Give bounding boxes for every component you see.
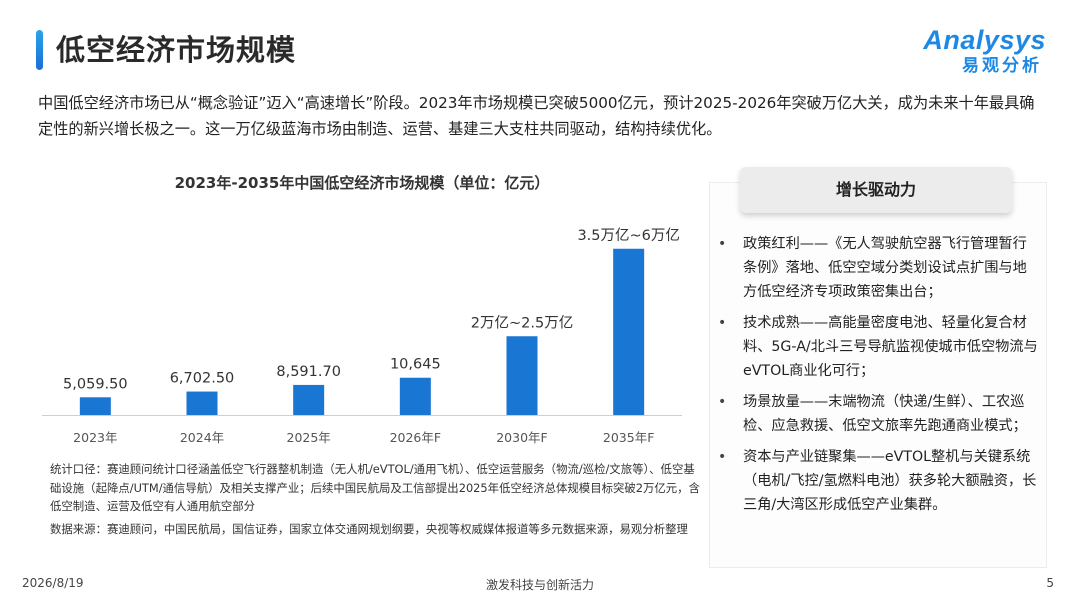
intro-paragraph: 中国低空经济市场已从“概念验证”迈入“高速增长”阶段。2023年市场规模已突破5…	[38, 94, 1035, 138]
bar-4	[506, 336, 538, 415]
x-tick-label-2: 2025年	[287, 430, 331, 445]
page-title: 低空经济市场规模	[56, 33, 297, 67]
methodology-note: 统计口径：赛迪顾问统计口径涵盖低空飞行器整机制造（无人机/eVTOL/通用飞机）…	[50, 462, 700, 513]
bar-3	[399, 377, 431, 415]
source-note: 数据来源：赛迪顾问，中国民航局，国信证券，国家立体交通网规划纲要，央视等权威媒体…	[50, 521, 688, 536]
data-label-3: 10,645	[390, 357, 441, 373]
footer-date: 2026/8/19	[22, 576, 84, 590]
drivers-panel	[709, 182, 1047, 568]
bar-5	[613, 248, 645, 415]
bullet-glyph: •	[718, 394, 727, 410]
footer-slogan: 激发科技与创新活力	[485, 578, 594, 592]
bar-1	[186, 391, 218, 415]
page-number: 5	[1046, 576, 1054, 590]
logo-chinese: 易观分析	[962, 56, 1042, 76]
title-accent-bar	[36, 30, 43, 70]
bar-2	[293, 384, 325, 415]
bullet-glyph: •	[718, 315, 727, 331]
x-tick-label-4: 2030年F	[496, 430, 548, 445]
bar-0	[79, 397, 111, 415]
logo-wordmark: Analysys	[923, 25, 1046, 55]
driver-item-policy: • 政策红利——《无人驾驶航空器飞行管理暂行条例》落地、低空空域分类划设试点扩围与…	[716, 232, 1038, 304]
data-label-5: 3.5万亿~6万亿	[577, 227, 679, 244]
x-tick-label-5: 2035年F	[603, 430, 655, 445]
driver-text: 政策红利——《无人驾驶航空器飞行管理暂行条例》落地、低空空域分类划设试点扩围与地…	[743, 236, 1027, 300]
x-tick-label-1: 2024年	[180, 430, 224, 445]
driver-text: 场景放量——末端物流（快递/生鲜）、工农巡检、应急救援、低空文旅率先跑通商业模式…	[743, 394, 1027, 434]
data-label-4: 2万亿~2.5万亿	[471, 314, 573, 331]
data-label-1: 6,702.50	[170, 371, 235, 387]
driver-text: 技术成熟——高能量密度电池、轻量化复合材料、5G-A/北斗三号导航监视使城市低空…	[743, 315, 1038, 379]
driver-item-scenarios: • 场景放量——末端物流（快递/生鲜）、工农巡检、应急救援、低空文旅率先跑通商业模…	[716, 390, 1038, 438]
driver-item-technology: • 技术成熟——高能量密度电池、轻量化复合材料、5G-A/北斗三号导航监视使城市低…	[716, 311, 1038, 383]
data-label-2: 8,591.70	[276, 364, 341, 380]
bullet-glyph: •	[718, 449, 727, 465]
data-label-0: 5,059.50	[63, 376, 128, 392]
drivers-list: • 政策红利——《无人驾驶航空器飞行管理暂行条例》落地、低空空域分类划设试点扩围与…	[716, 232, 1038, 524]
bar-chart: 5,059.50 2023年 6,702.50 2024年 8,591.70 2025年 1…	[42, 227, 682, 445]
drivers-panel-title: 增长驱动力	[740, 167, 1012, 213]
driver-item-capital: • 资本与产业链聚集——eVTOL整机与关键系统（电机/飞控/氢燃料电池）获多轮大…	[716, 445, 1038, 517]
bullet-glyph: •	[718, 236, 727, 252]
driver-text: 资本与产业链聚集——eVTOL整机与关键系统（电机/飞控/氢燃料电池）获多轮大额…	[743, 449, 1037, 513]
x-tick-label-0: 2023年	[73, 430, 117, 445]
logo: Analysys 易观分析	[923, 26, 1046, 78]
x-tick-label-3: 2026年F	[390, 430, 442, 445]
chart-title: 2023年-2035年中国低空经济市场规模（单位：亿元）	[174, 174, 550, 192]
chart-notes: 统计口径：赛迪顾问统计口径涵盖低空飞行器整机制造（无人机/eVTOL/通用飞机）…	[50, 460, 700, 538]
